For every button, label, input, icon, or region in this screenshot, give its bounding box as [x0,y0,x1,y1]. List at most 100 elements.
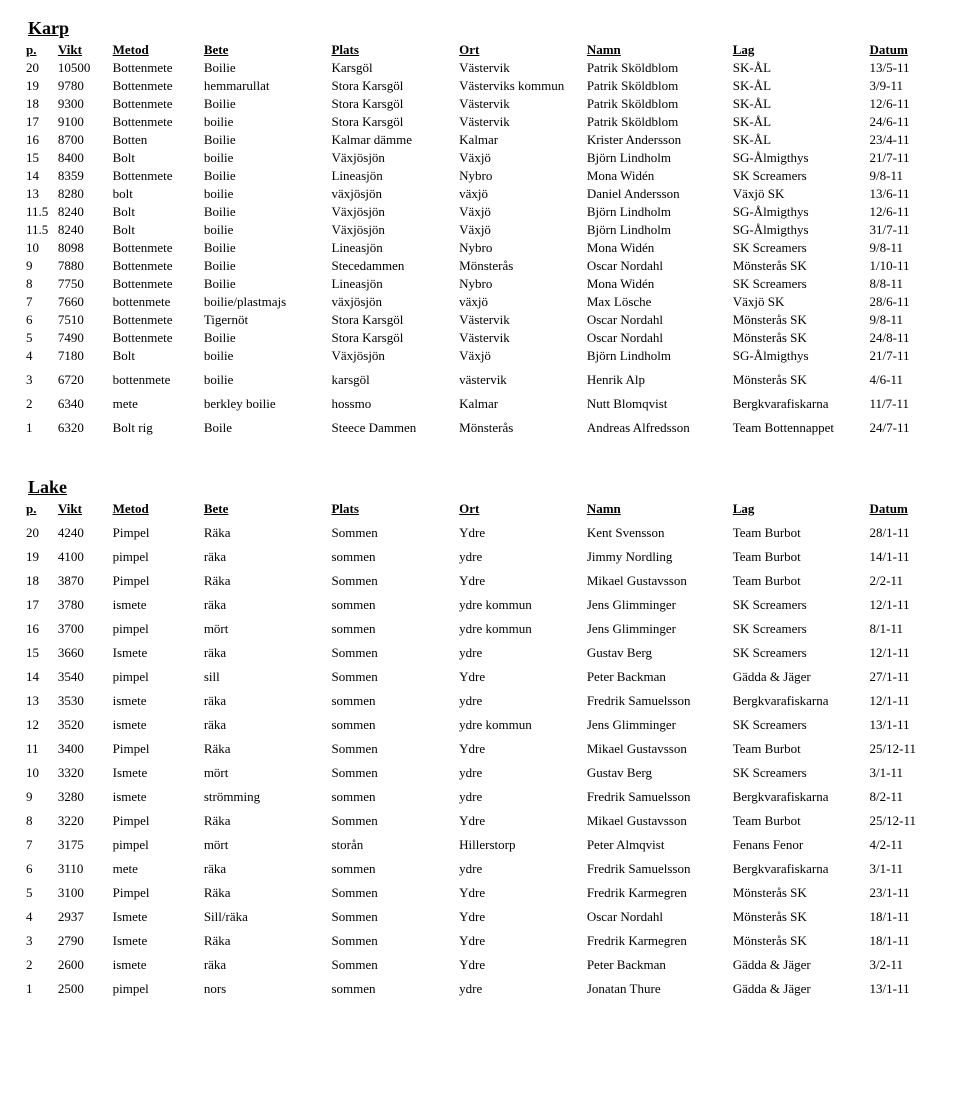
table-row: 113400PimpelRäkaSommenYdreMikael Gustavs… [24,734,936,758]
table-cell: Nybro [457,239,585,257]
table-cell: 27/1-11 [868,662,936,686]
table-cell: Kalmar dämme [329,131,457,149]
table-cell: berkley boilie [202,389,330,413]
table-cell: Bolt [111,203,202,221]
table-cell: Patrik Sköldblom [585,77,731,95]
table-cell: Boilie [202,95,330,113]
table-cell: Nybro [457,167,585,185]
table-cell: Boilie [202,167,330,185]
table-cell: 8359 [56,167,111,185]
table-cell: 3700 [56,614,111,638]
table-cell: 9/8-11 [868,311,936,329]
table-cell: Bottenmete [111,311,202,329]
table-cell: 14/1-11 [868,542,936,566]
table-cell: 3660 [56,638,111,662]
table-cell: 14 [24,167,56,185]
table-cell: Team Bottennappet [731,413,868,437]
table-row: 83220PimpelRäkaSommenYdreMikael Gustavss… [24,806,936,830]
table-cell: ismete [111,686,202,710]
table-cell: boilie/plastmajs [202,293,330,311]
table-cell: 2 [24,950,56,974]
table-cell: sommen [329,590,457,614]
table-cell: Bottenmete [111,257,202,275]
table-cell: 20 [24,59,56,77]
table-cell: boilie [202,149,330,167]
table-cell: ydre [457,854,585,878]
table-cell: Sommen [329,734,457,758]
table-cell: Björn Lindholm [585,221,731,239]
table-cell: mete [111,854,202,878]
table-cell: Hillerstorp [457,830,585,854]
table-row: 77660bottenmeteboilie/plastmajsväxjösjön… [24,293,936,311]
table-cell: 3520 [56,710,111,734]
table-header-cell: Lag [731,41,868,59]
table-cell: SK Screamers [731,758,868,782]
table-cell: storån [329,830,457,854]
table-cell: Växjö [457,347,585,365]
table-cell: 24/7-11 [868,413,936,437]
table-cell: SK Screamers [731,590,868,614]
table-cell: räka [202,542,330,566]
table-cell: Mikael Gustavsson [585,566,731,590]
table-cell: Mönsterås [457,257,585,275]
table-cell: 13 [24,185,56,203]
table-row: 103320IsmetemörtSommenydreGustav BergSK … [24,758,936,782]
table-cell: 14 [24,662,56,686]
table-cell: Mona Widén [585,239,731,257]
table-cell: Gädda & Jäger [731,662,868,686]
table-cell: 3 [24,365,56,389]
table-cell: 3400 [56,734,111,758]
table-cell: ydre [457,782,585,806]
table-cell: 2/2-11 [868,566,936,590]
table-cell: Ismete [111,926,202,950]
table-row: 73175pimpelmörtstorånHillerstorpPeter Al… [24,830,936,854]
table-cell: Ydre [457,662,585,686]
table-cell: boilie [202,347,330,365]
table-cell: Fredrik Karmegren [585,926,731,950]
table-cell: Räka [202,734,330,758]
table-cell: växjösjön [329,293,457,311]
table-cell: SG-Ålmigthys [731,221,868,239]
table-cell: sommen [329,542,457,566]
table-cell: SK Screamers [731,710,868,734]
table-row: 26340meteberkley boiliehossmoKalmarNutt … [24,389,936,413]
table-cell: Patrik Sköldblom [585,113,731,131]
table-cell: räka [202,590,330,614]
table-cell: Växjösjön [329,149,457,167]
table-cell: 7750 [56,275,111,293]
table-cell: Bottenmete [111,275,202,293]
table-cell: Bottenmete [111,329,202,347]
table-header-cell: p. [24,41,56,59]
table-cell: Oscar Nordahl [585,329,731,347]
table-cell: Krister Andersson [585,131,731,149]
table-row: 12500pimpelnorssommenydreJonatan ThureGä… [24,974,936,998]
table-cell: pimpel [111,614,202,638]
table-cell: ydre [457,686,585,710]
table-cell: SG-Ålmigthys [731,347,868,365]
table-cell: 3/1-11 [868,758,936,782]
table-cell: ismete [111,782,202,806]
table-cell: 18 [24,566,56,590]
table-header-cell: p. [24,500,56,518]
table-cell: 9 [24,782,56,806]
table-cell: mört [202,614,330,638]
table-cell: 2600 [56,950,111,974]
table-cell: 1/10-11 [868,257,936,275]
table-cell: Pimpel [111,878,202,902]
table-cell: Gädda & Jäger [731,974,868,998]
table-cell: 16 [24,614,56,638]
table-cell: Kent Svensson [585,518,731,542]
table-cell: 24/6-11 [868,113,936,131]
table-cell: 8/2-11 [868,782,936,806]
table-cell: 8240 [56,203,111,221]
table-cell: 3780 [56,590,111,614]
table-cell: Mikael Gustavsson [585,734,731,758]
table-cell: ydre kommun [457,710,585,734]
table-row: 53100PimpelRäkaSommenYdreFredrik Karmegr… [24,878,936,902]
table-row: 36720bottenmeteboiliekarsgölvästervikHen… [24,365,936,389]
table-cell: Västervik [457,311,585,329]
table-cell: Boilie [202,131,330,149]
table-cell: 9300 [56,95,111,113]
table-row: 47180BoltboilieVäxjösjönVäxjöBjörn Lindh… [24,347,936,365]
table-cell: Team Burbot [731,542,868,566]
